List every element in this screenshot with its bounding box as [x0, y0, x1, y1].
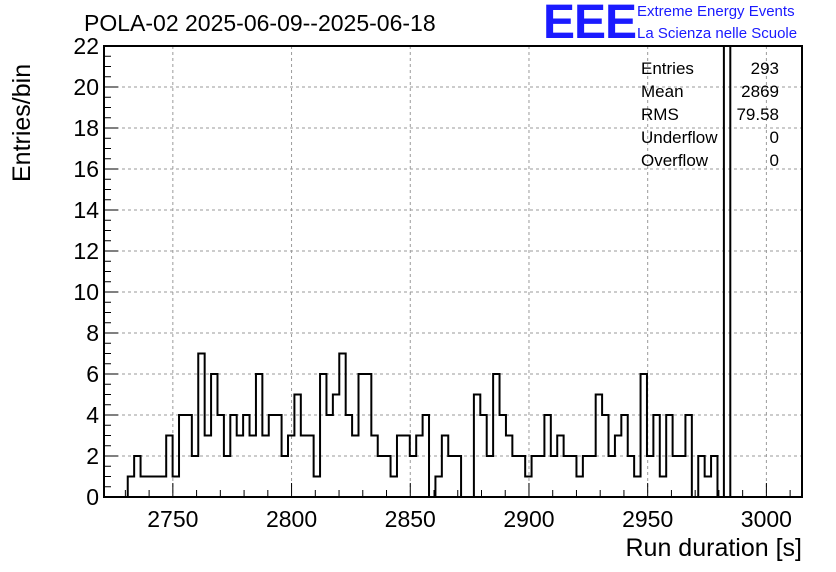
histogram-bin — [564, 456, 570, 497]
x-tick-label: 2850 — [385, 506, 436, 532]
x-tick-label: 2800 — [266, 506, 317, 532]
histogram-bin — [391, 477, 397, 498]
chart-title: POLA-02 2025-06-09--2025-06-18 — [84, 10, 436, 36]
y-tick-label: 18 — [73, 115, 99, 141]
logo-line-1: Extreme Energy Events — [637, 3, 795, 20]
y-tick-label: 10 — [73, 279, 99, 305]
stat-rms-label: RMS — [641, 105, 679, 124]
histogram-bin — [525, 477, 531, 498]
histogram-bin — [609, 456, 615, 497]
y-tick-label: 22 — [73, 33, 99, 59]
x-tick-label: 2950 — [622, 506, 673, 532]
stat-underflow-label: Underflow — [641, 128, 718, 147]
y-tick-label: 2 — [86, 443, 99, 469]
histogram-bin — [301, 436, 307, 498]
histogram-bin — [262, 436, 268, 498]
stat-entries-label: Entries — [641, 59, 694, 78]
stat-overflow-label: Overflow — [641, 151, 709, 170]
y-tick-label: 12 — [73, 238, 99, 264]
grid-lines — [104, 46, 802, 497]
stat-entries-value: 293 — [750, 59, 779, 78]
histogram-bin — [141, 477, 147, 498]
histogram-bin — [679, 456, 685, 497]
x-tick-label: 2750 — [147, 506, 198, 532]
y-axis-ticks: 0 2 4 6 8 10 12 14 16 18 20 22 — [73, 33, 118, 510]
histogram-bin — [153, 477, 159, 498]
histogram-bin — [378, 456, 384, 497]
stat-entries: Entries 293 — [641, 59, 779, 82]
histogram-bin — [173, 477, 179, 498]
histogram-bin — [448, 456, 454, 497]
stat-mean: Mean 2869 — [641, 82, 779, 105]
histogram-bin — [576, 477, 582, 498]
histogram-bin — [237, 436, 243, 498]
histogram-bin — [589, 456, 595, 497]
y-tick-label: 0 — [86, 484, 99, 510]
histogram-bin — [160, 477, 166, 498]
logo-line-2: La Scienza nelle Scuole — [637, 25, 798, 42]
histogram-bin — [660, 477, 666, 498]
histogram-bin — [250, 436, 256, 498]
y-tick-label: 16 — [73, 156, 99, 182]
stat-mean-value: 2869 — [741, 82, 779, 101]
histogram-bin — [705, 477, 711, 498]
stat-underflow-value: 0 — [769, 128, 779, 147]
histogram-bin — [192, 456, 198, 497]
histogram-bin — [487, 456, 493, 497]
y-tick-label: 20 — [73, 74, 99, 100]
x-tick-label: 3000 — [741, 506, 792, 532]
stat-rms: RMS 79.58 — [641, 105, 779, 128]
plot-frame — [103, 45, 803, 498]
eee-logo: EEE — [543, 0, 637, 49]
y-tick-label: 4 — [86, 402, 99, 428]
histogram-bin — [224, 456, 230, 497]
y-axis-label: Entries/bin — [8, 63, 36, 182]
histogram-bin — [314, 477, 320, 498]
histogram-bin — [512, 456, 518, 497]
stat-overflow-value: 0 — [769, 151, 779, 170]
y-tick-label: 8 — [86, 320, 99, 346]
histogram-bin — [538, 456, 544, 497]
stat-overflow: Overflow 0 — [641, 151, 779, 174]
y-tick-label: 14 — [73, 197, 99, 223]
stats-box: Entries 293 Mean 2869 RMS 79.58 Underflo… — [641, 59, 779, 174]
histogram-bin — [147, 477, 153, 498]
histogram-bin — [352, 436, 358, 498]
histogram-bin — [673, 456, 679, 497]
histogram-bin — [282, 456, 288, 497]
stat-mean-label: Mean — [641, 82, 684, 101]
stat-rms-value: 79.58 — [736, 105, 779, 124]
histogram-bin — [205, 436, 211, 498]
stat-underflow: Underflow 0 — [641, 128, 779, 151]
histogram-bin — [551, 456, 557, 497]
histogram-bin — [634, 477, 640, 498]
x-tick-label: 2900 — [503, 506, 554, 532]
x-axis-label: Run duration [s] — [625, 534, 803, 562]
x-axis-ticks: 2750 2800 2850 2900 2950 3000 — [124, 483, 792, 532]
y-tick-label: 6 — [86, 361, 99, 387]
